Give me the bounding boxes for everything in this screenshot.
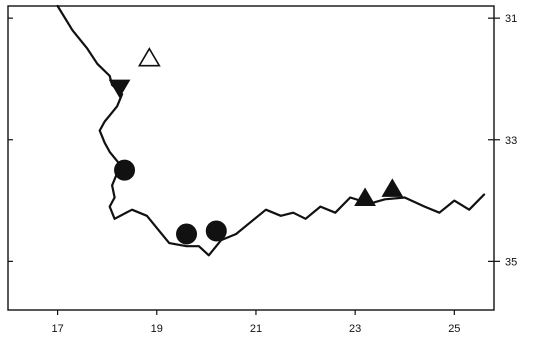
marker-triangle-up-filled-3-0: [354, 187, 376, 207]
marker-layer: [108, 47, 404, 245]
map-frame: [7, 5, 495, 311]
x-tick-label-2: 21: [250, 323, 262, 335]
x-axis: 17 19 21 23 25: [51, 310, 460, 335]
y-tick-label-1: 33: [505, 135, 517, 147]
x-tick-label-1: 19: [151, 323, 163, 335]
marker-triangle-up-filled-3-1: [381, 178, 404, 197]
x-tick-label-0: 17: [51, 323, 63, 335]
marker-triangle-open-0-0: [137, 47, 161, 67]
coastline: [56, 4, 486, 257]
x-tick-label-3: 23: [349, 323, 361, 335]
x-tick-label-4: 25: [448, 323, 460, 335]
y-tick-label-0: 31: [505, 13, 517, 25]
marker-circle-filled-2-1: [176, 223, 198, 245]
marker-triangle-down-filled-1-0: [108, 79, 131, 99]
y-tick-label-2: 35: [505, 256, 517, 268]
marker-circle-filled-2-0: [114, 159, 136, 181]
y-axis: 31 33 35: [8, 13, 517, 268]
marker-circle-filled-2-2: [205, 220, 227, 242]
